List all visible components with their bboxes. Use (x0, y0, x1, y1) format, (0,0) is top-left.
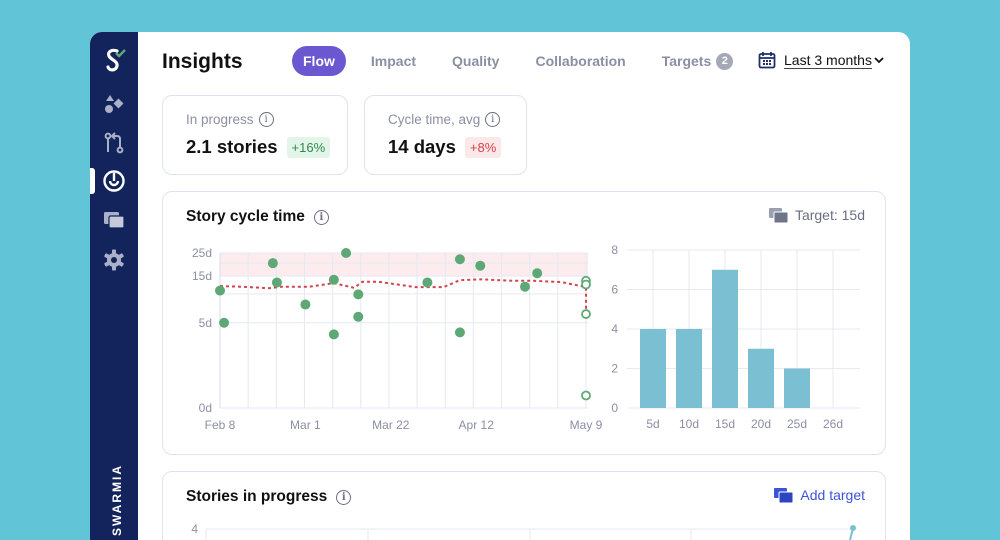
kpi-value: 14 days (388, 136, 456, 157)
date-range-label: Last 3 months (784, 51, 872, 69)
add-target-button[interactable]: Add target (774, 487, 865, 503)
tab-label: Impact (370, 53, 417, 69)
kpi-in-progress: In progress i 2.1 stories +16% (162, 95, 348, 175)
tab-bar: Flow Impact Quality Collaboration Target… (292, 46, 758, 76)
tab-label: Quality (452, 53, 500, 69)
pull-request-icon[interactable] (102, 131, 126, 155)
target-cards-icon (774, 487, 794, 503)
targets-count-badge: 2 (716, 52, 734, 70)
chevron-down-icon (874, 57, 884, 64)
kpi-label: In progress (186, 112, 254, 127)
card-title: Stories in progress (186, 488, 328, 505)
cards-icon[interactable] (102, 208, 126, 232)
target-icon[interactable] (102, 169, 126, 193)
target-cards-icon (768, 207, 788, 223)
tab-label: Flow (303, 53, 335, 69)
tab-label: Targets (661, 53, 712, 69)
sidebar: SWARMIA (90, 32, 138, 540)
app-window: SWARMIA Insights Flow Impact Quality Col… (90, 32, 910, 540)
card-title: Story cycle time (186, 208, 305, 225)
info-icon[interactable]: i (336, 489, 352, 505)
tab-label: Collaboration (535, 53, 626, 69)
kpi-cycle-time: Cycle time, avg i 14 days +8% (364, 95, 527, 175)
kpi-label: Cycle time, avg (388, 112, 481, 127)
gear-icon[interactable] (102, 248, 126, 272)
stories-in-progress-card: Stories in progress i Add target (162, 471, 886, 540)
target-indicator[interactable]: Target: 15d (768, 207, 865, 223)
add-target-label: Add target (800, 487, 865, 503)
info-icon[interactable]: i (485, 112, 501, 127)
tab-quality[interactable]: Quality (441, 46, 510, 76)
brand-wordmark: SWARMIA (110, 464, 124, 536)
tab-collaboration[interactable]: Collaboration (524, 46, 636, 76)
logo-icon[interactable] (100, 46, 128, 74)
date-range-picker[interactable]: Last 3 months (758, 51, 884, 69)
tab-targets[interactable]: Targets 2 (651, 46, 745, 76)
calendar-icon (758, 52, 776, 69)
kpi-change-badge: +8% (464, 136, 502, 158)
story-cycle-time-card: Story cycle time i Target: 15d (162, 191, 886, 455)
kpi-change-badge: +16% (286, 136, 331, 158)
kpi-value: 2.1 stories (186, 136, 278, 157)
info-icon[interactable]: i (313, 209, 329, 225)
active-indicator (90, 168, 95, 194)
shapes-icon[interactable] (102, 92, 126, 116)
info-icon[interactable]: i (258, 112, 274, 127)
target-label: Target: 15d (794, 207, 865, 223)
page-title: Insights (162, 50, 243, 73)
tab-impact[interactable]: Impact (360, 46, 427, 76)
tab-flow[interactable]: Flow (292, 46, 346, 76)
